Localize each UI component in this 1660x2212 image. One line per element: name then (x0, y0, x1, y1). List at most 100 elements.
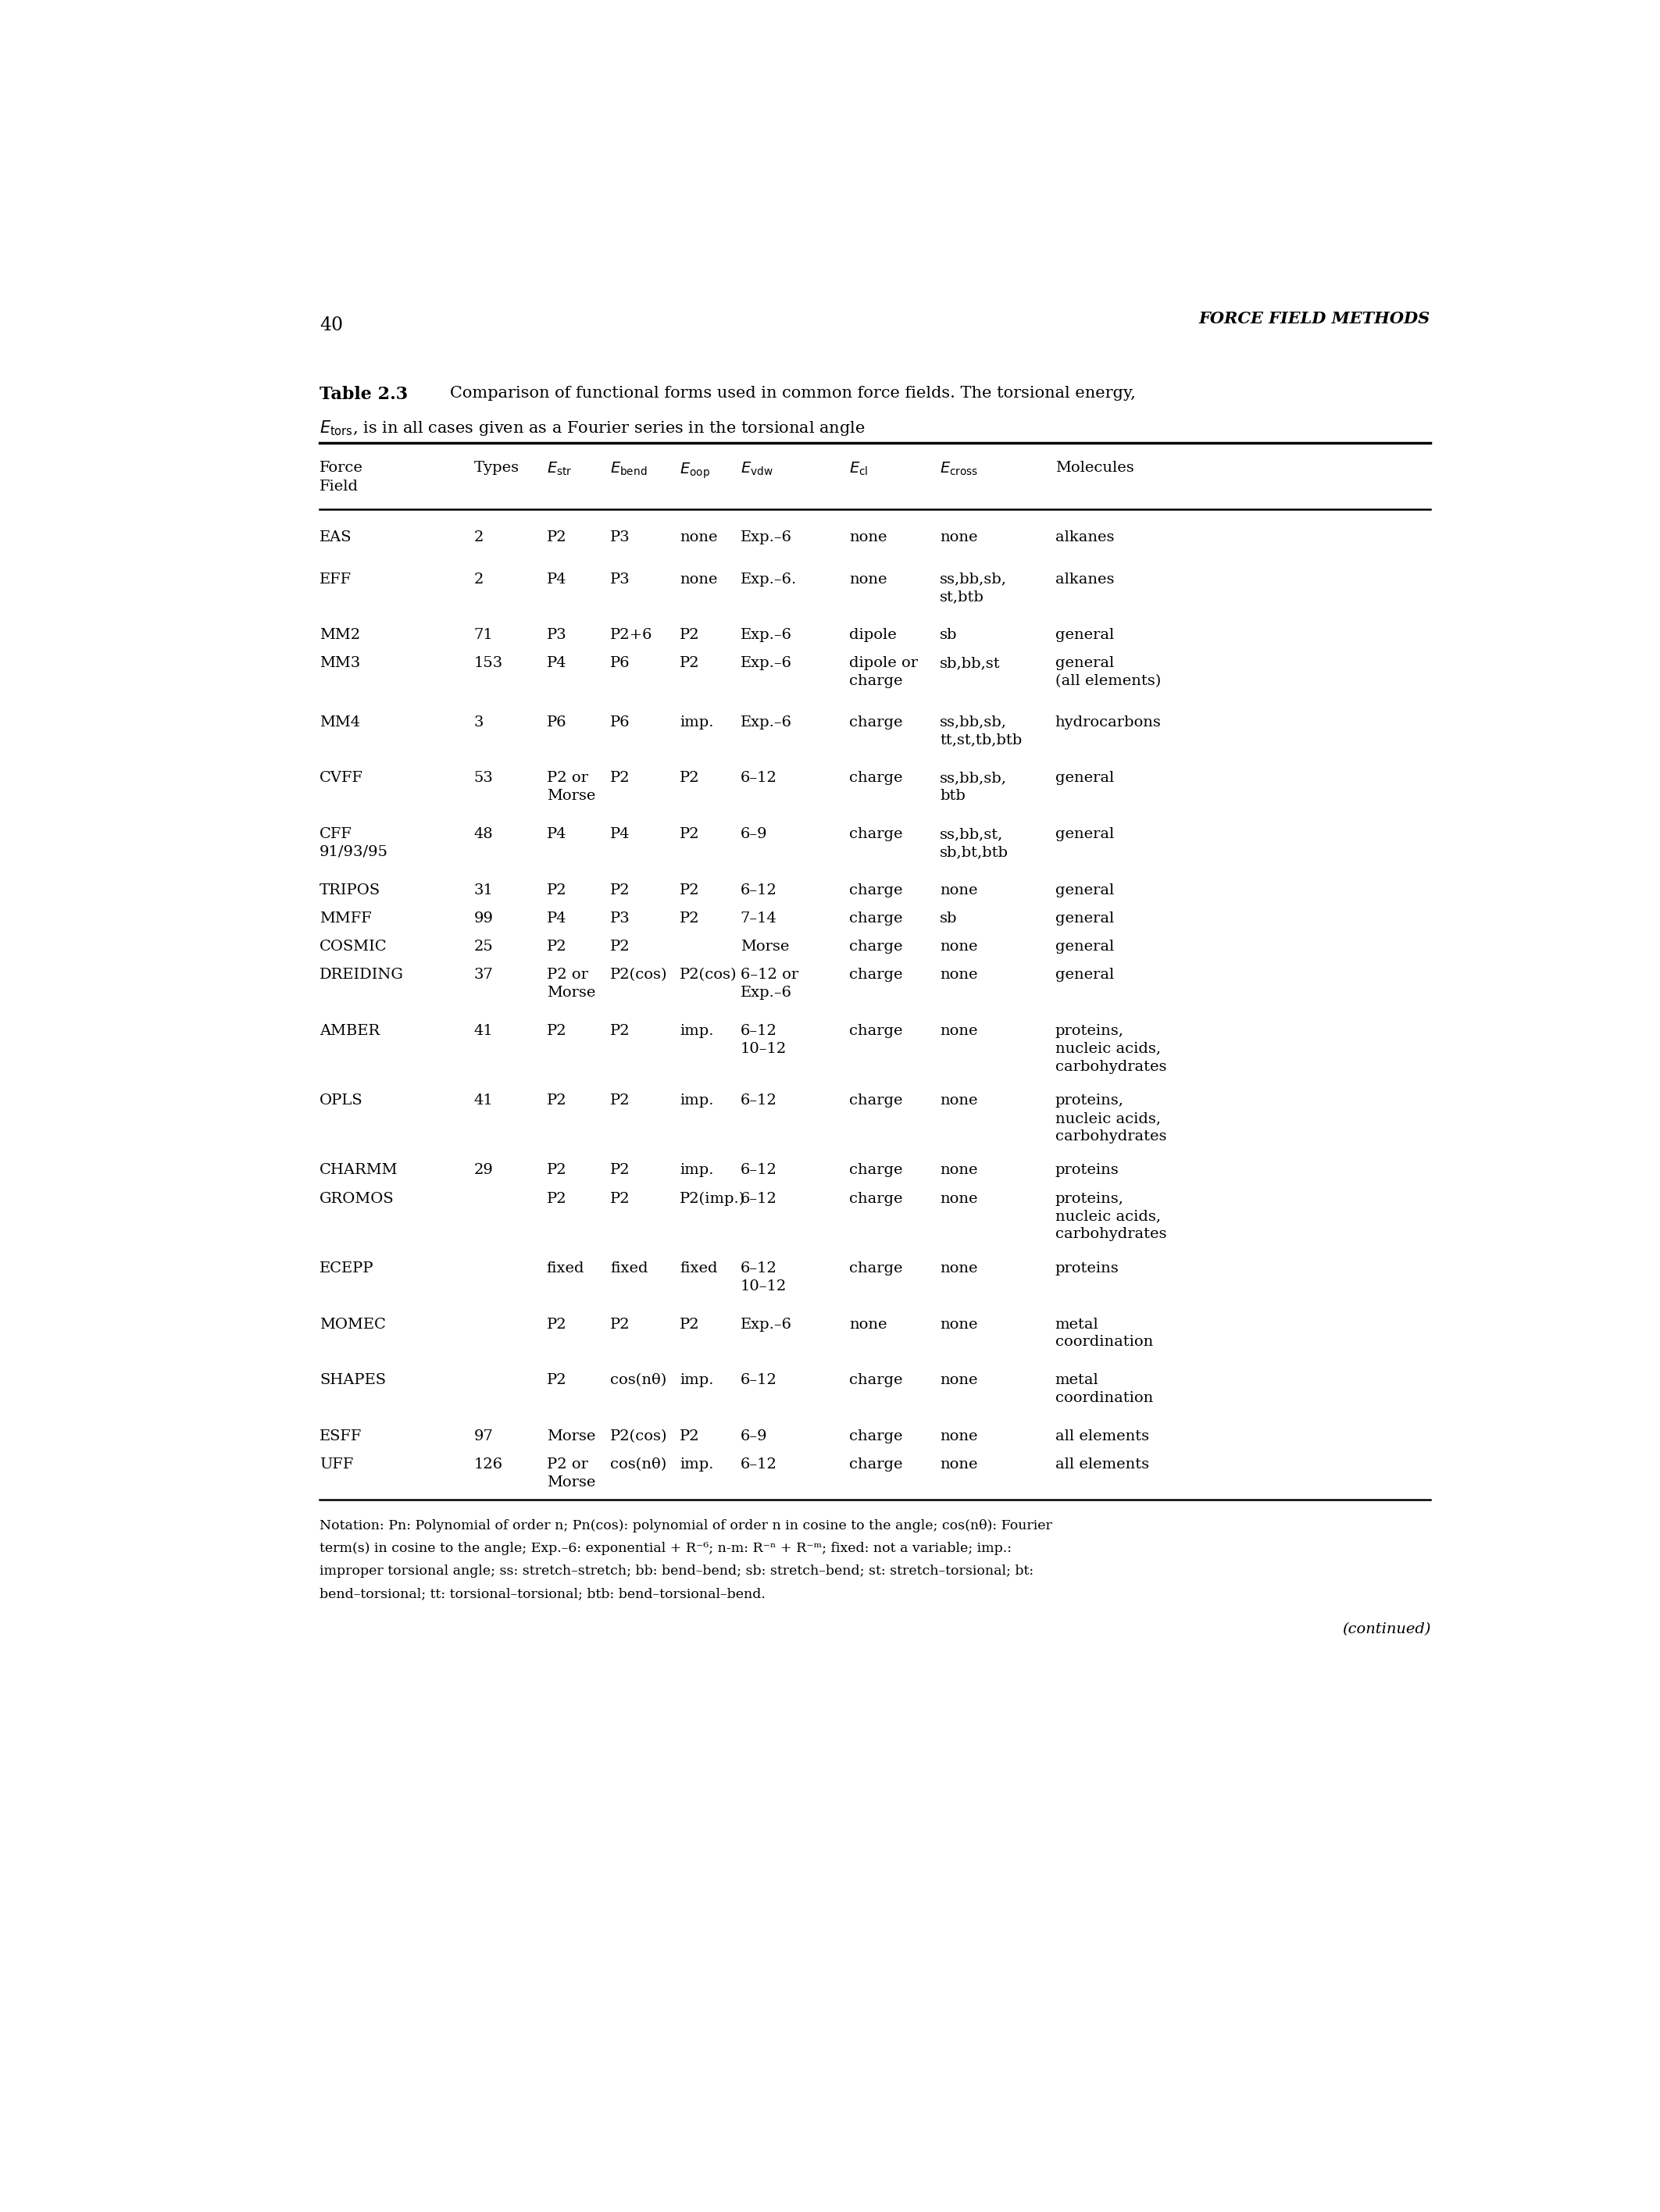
Text: 126: 126 (473, 1458, 503, 1471)
Text: P2: P2 (679, 827, 701, 841)
Text: proteins: proteins (1056, 1261, 1119, 1276)
Text: charge: charge (850, 1093, 903, 1108)
Text: all elements: all elements (1056, 1429, 1149, 1442)
Text: all elements: all elements (1056, 1458, 1149, 1471)
Text: FORCE FIELD METHODS: FORCE FIELD METHODS (1199, 310, 1431, 325)
Text: 41: 41 (473, 1093, 493, 1108)
Text: charge: charge (850, 772, 903, 785)
Text: charge: charge (850, 1024, 903, 1037)
Text: bend–torsional; tt: torsional–torsional; btb: bend–torsional–bend.: bend–torsional; tt: torsional–torsional;… (319, 1588, 765, 1601)
Text: P2: P2 (546, 1374, 566, 1387)
Text: none: none (940, 1429, 978, 1442)
Text: charge: charge (850, 1374, 903, 1387)
Text: P6: P6 (611, 714, 631, 730)
Text: 6–9: 6–9 (740, 1429, 767, 1442)
Text: sb: sb (940, 911, 958, 925)
Text: metal
coordination: metal coordination (1056, 1374, 1154, 1405)
Text: UFF: UFF (319, 1458, 354, 1471)
Text: P2: P2 (546, 1192, 566, 1206)
Text: fixed: fixed (611, 1261, 647, 1276)
Text: charge: charge (850, 969, 903, 982)
Text: ss,bb,sb,
tt,st,tb,btb: ss,bb,sb, tt,st,tb,btb (940, 714, 1023, 748)
Text: none: none (940, 1024, 978, 1037)
Text: none: none (850, 573, 886, 586)
Text: 6–12: 6–12 (740, 1164, 777, 1177)
Text: Exp.–6: Exp.–6 (740, 657, 792, 670)
Text: P4: P4 (546, 657, 566, 670)
Text: P2: P2 (611, 772, 631, 785)
Text: EFF: EFF (319, 573, 352, 586)
Text: ss,bb,sb,
st,btb: ss,bb,sb, st,btb (940, 573, 1008, 604)
Text: P3: P3 (611, 573, 631, 586)
Text: general: general (1056, 628, 1114, 641)
Text: none: none (940, 969, 978, 982)
Text: 53: 53 (473, 772, 493, 785)
Text: 6–9: 6–9 (740, 827, 767, 841)
Text: $E_{\mathrm{tors}}$, is in all cases given as a Fourier series in the torsional : $E_{\mathrm{tors}}$, is in all cases giv… (319, 418, 865, 438)
Text: CFF
91/93/95: CFF 91/93/95 (319, 827, 388, 858)
Text: $E_{\mathrm{cl}}$: $E_{\mathrm{cl}}$ (850, 460, 868, 478)
Text: general: general (1056, 940, 1114, 953)
Text: P3: P3 (611, 531, 631, 544)
Text: P2: P2 (546, 1164, 566, 1177)
Text: general: general (1056, 883, 1114, 898)
Text: charge: charge (850, 1429, 903, 1442)
Text: $E_{\mathrm{bend}}$: $E_{\mathrm{bend}}$ (611, 460, 647, 478)
Text: imp.: imp. (679, 1093, 714, 1108)
Text: none: none (679, 531, 717, 544)
Text: cos(nθ): cos(nθ) (611, 1374, 667, 1387)
Text: MM3: MM3 (319, 657, 360, 670)
Text: 2: 2 (473, 531, 483, 544)
Text: Notation: Pn: Polynomial of order n; Pn(cos): polynomial of order n in cosine to: Notation: Pn: Polynomial of order n; Pn(… (319, 1520, 1052, 1533)
Text: dipole or
charge: dipole or charge (850, 657, 918, 688)
Text: 6–12: 6–12 (740, 1458, 777, 1471)
Text: P2: P2 (679, 657, 701, 670)
Text: 6–12: 6–12 (740, 1374, 777, 1387)
Text: $E_{\mathrm{oop}}$: $E_{\mathrm{oop}}$ (679, 460, 710, 480)
Text: 29: 29 (473, 1164, 493, 1177)
Text: P2(cos): P2(cos) (611, 969, 667, 982)
Text: P2: P2 (546, 883, 566, 898)
Text: none: none (940, 1318, 978, 1332)
Text: (continued): (continued) (1341, 1621, 1431, 1637)
Text: MM4: MM4 (319, 714, 360, 730)
Text: imp.: imp. (679, 714, 714, 730)
Text: sb: sb (940, 628, 958, 641)
Text: GROMOS: GROMOS (319, 1192, 393, 1206)
Text: proteins,
nucleic acids,
carbohydrates: proteins, nucleic acids, carbohydrates (1056, 1093, 1167, 1144)
Text: 99: 99 (473, 911, 493, 925)
Text: 25: 25 (473, 940, 493, 953)
Text: P2: P2 (679, 772, 701, 785)
Text: charge: charge (850, 827, 903, 841)
Text: none: none (850, 531, 886, 544)
Text: P2 or
Morse: P2 or Morse (546, 969, 596, 1000)
Text: $E_{\mathrm{str}}$: $E_{\mathrm{str}}$ (546, 460, 573, 478)
Text: 31: 31 (473, 883, 493, 898)
Text: general: general (1056, 969, 1114, 982)
Text: cos(nθ): cos(nθ) (611, 1458, 667, 1471)
Text: Types: Types (473, 460, 520, 476)
Text: P2: P2 (611, 1318, 631, 1332)
Text: term(s) in cosine to the angle; Exp.–6: exponential + R⁻⁶; n-m: R⁻ⁿ + R⁻ᵐ; fixed: term(s) in cosine to the angle; Exp.–6: … (319, 1542, 1011, 1555)
Text: imp.: imp. (679, 1164, 714, 1177)
Text: Table 2.3: Table 2.3 (319, 385, 408, 403)
Text: sb,bb,st: sb,bb,st (940, 657, 1001, 670)
Text: none: none (940, 940, 978, 953)
Text: P2: P2 (611, 1093, 631, 1108)
Text: charge: charge (850, 1164, 903, 1177)
Text: none: none (940, 1458, 978, 1471)
Text: CVFF: CVFF (319, 772, 364, 785)
Text: none: none (940, 1164, 978, 1177)
Text: charge: charge (850, 714, 903, 730)
Text: dipole: dipole (850, 628, 896, 641)
Text: P2: P2 (546, 1024, 566, 1037)
Text: Exp.–6: Exp.–6 (740, 714, 792, 730)
Text: charge: charge (850, 1458, 903, 1471)
Text: P2: P2 (611, 1024, 631, 1037)
Text: P4: P4 (546, 827, 566, 841)
Text: OPLS: OPLS (319, 1093, 364, 1108)
Text: 6–12: 6–12 (740, 772, 777, 785)
Text: P3: P3 (546, 628, 566, 641)
Text: proteins,
nucleic acids,
carbohydrates: proteins, nucleic acids, carbohydrates (1056, 1024, 1167, 1073)
Text: none: none (850, 1318, 886, 1332)
